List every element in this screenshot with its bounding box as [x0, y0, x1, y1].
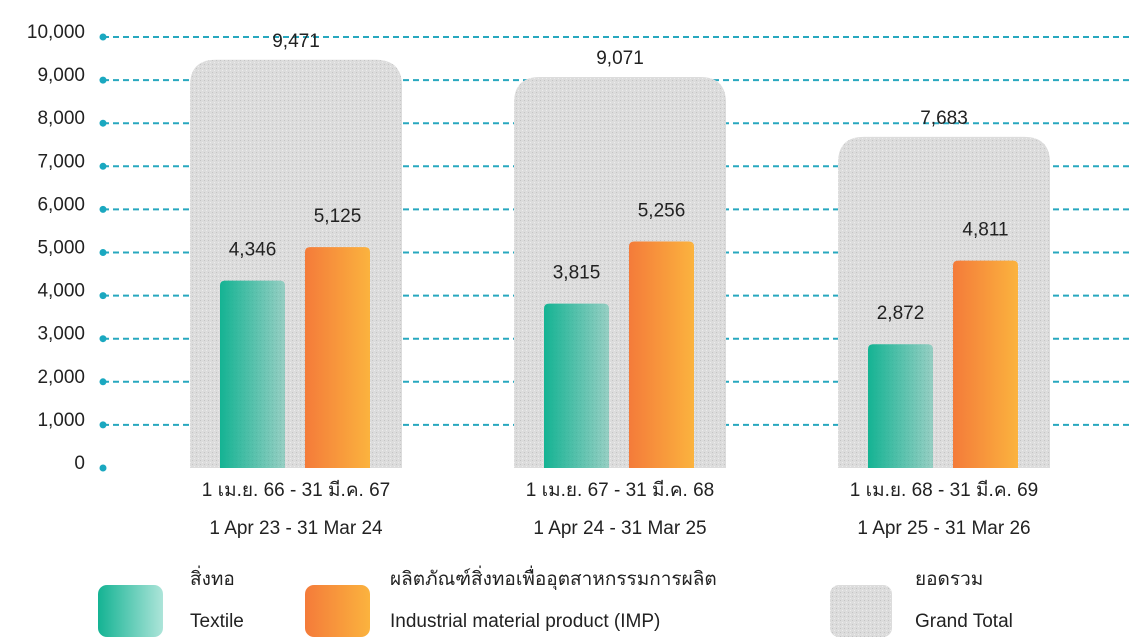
x-tick-label: 1 เม.ย. 67 - 31 มี.ค. 68	[526, 479, 714, 501]
bar	[953, 260, 1018, 468]
value-label: 3,815	[553, 263, 601, 284]
tick-dot	[99, 249, 107, 256]
legend-swatch	[305, 585, 370, 637]
value-label: 7,683	[920, 108, 968, 129]
legend-label: ยอดรวม	[915, 569, 983, 590]
legend-label: Industrial material product (IMP)	[390, 611, 660, 632]
x-tick-label: 1 เม.ย. 68 - 31 มี.ค. 69	[850, 479, 1038, 501]
tick-dot	[99, 162, 107, 170]
tick-dot	[99, 421, 107, 429]
y-tick-label: 9,000	[37, 65, 85, 86]
y-tick-label: 0	[74, 453, 85, 474]
tick-dot	[99, 33, 107, 41]
axis-dot	[99, 464, 107, 472]
value-label: 5,125	[314, 206, 362, 227]
y-tick-label: 6,000	[37, 194, 85, 215]
tick-dot	[99, 292, 107, 300]
legend-swatch	[830, 585, 892, 637]
value-label: 5,256	[638, 200, 686, 221]
y-tick-label: 4,000	[37, 281, 85, 302]
bar	[868, 344, 933, 468]
bar	[629, 241, 694, 468]
value-label: 9,471	[272, 31, 320, 52]
y-tick-label: 3,000	[37, 324, 85, 345]
x-tick-label: 1 Apr 23 - 31 Mar 24	[209, 518, 383, 539]
tick-dot	[99, 76, 107, 84]
y-tick-label: 1,000	[37, 410, 85, 431]
bar	[305, 247, 370, 468]
x-tick-label: 1 Apr 24 - 31 Mar 25	[533, 518, 706, 539]
value-label: 9,071	[596, 48, 644, 69]
y-tick-label: 7,000	[37, 151, 85, 172]
legend-label: สิ่งทอ	[190, 565, 235, 590]
x-tick-label: 1 Apr 25 - 31 Mar 26	[857, 518, 1030, 539]
legend-label: ผลิตภัณฑ์สิ่งทอเพื่ออุตสาหกรรมการผลิต	[390, 565, 717, 591]
value-label: 2,872	[877, 303, 925, 324]
x-tick-label: 1 เม.ย. 66 - 31 มี.ค. 67	[202, 479, 390, 501]
tick-dot	[99, 335, 107, 343]
y-tick-label: 2,000	[37, 367, 85, 388]
tick-dot	[99, 205, 107, 213]
legend-swatch	[98, 585, 163, 637]
bar	[544, 303, 609, 468]
y-tick-label: 5,000	[37, 238, 85, 259]
y-tick-label: 8,000	[37, 108, 85, 129]
y-tick-label: 10,000	[27, 22, 85, 43]
legend-label: Textile	[190, 611, 244, 632]
value-label: 4,346	[229, 240, 277, 261]
legend-label: Grand Total	[915, 611, 1013, 632]
value-label: 4,811	[962, 220, 1008, 241]
tick-dot	[99, 378, 107, 386]
tick-dot	[99, 119, 107, 127]
bar	[220, 280, 285, 468]
